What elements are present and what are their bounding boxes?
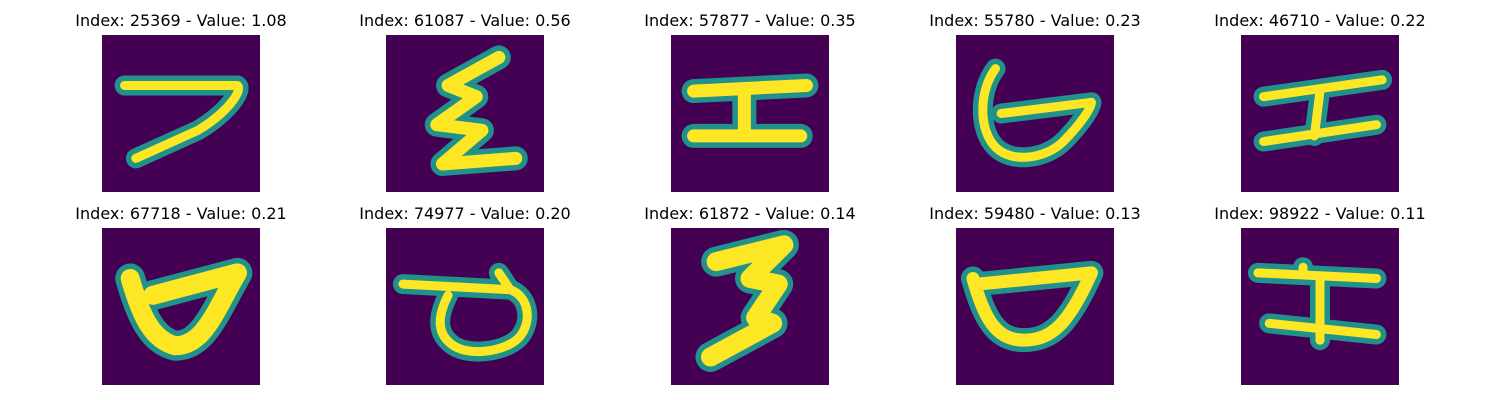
panel-title: Index: 25369 - Value: 1.08 [75,11,287,30]
panel-title: Index: 59480 - Value: 0.13 [929,204,1141,223]
panel-title: Index: 61872 - Value: 0.14 [644,204,856,223]
panel-image [102,35,260,192]
panel-title: Index: 61087 - Value: 0.56 [359,11,571,30]
glyph-stroke [1264,80,1383,142]
panel-image [956,35,1114,192]
glyph-stroke [1258,267,1377,340]
glyph-stroke [437,57,516,164]
panel-image [386,228,544,385]
panel-image [1241,35,1399,192]
glyph-stroke [694,85,807,135]
glyph-stroke [125,85,239,158]
glyph-stroke [711,245,784,357]
glyph-stroke [973,273,1092,340]
panel-image [102,228,260,385]
panel-title: Index: 98922 - Value: 0.11 [1214,204,1426,223]
glyph-stroke [983,69,1092,158]
panel-image [671,35,829,192]
glyph-stroke [403,273,527,352]
panel-image [1241,228,1399,385]
panel-image [386,35,544,192]
panel-title: Index: 55780 - Value: 0.23 [929,11,1141,30]
panel-title: Index: 74977 - Value: 0.20 [359,204,571,223]
panel-title: Index: 46710 - Value: 0.22 [1214,11,1426,30]
panel-title: Index: 57877 - Value: 0.35 [644,11,856,30]
glyph-stroke [130,273,237,346]
panel-title: Index: 67718 - Value: 0.21 [75,204,287,223]
panel-image [671,228,829,385]
panel-image [956,228,1114,385]
